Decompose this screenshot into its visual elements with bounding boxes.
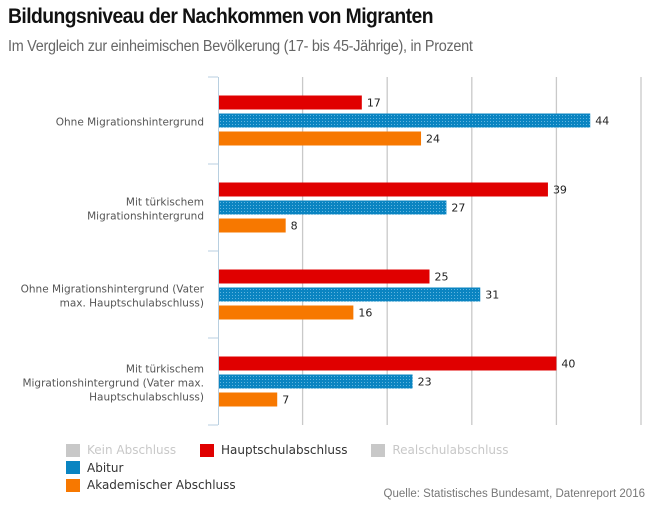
bar-hauptschulabschluss[interactable]: [219, 182, 548, 197]
legend-swatch: [199, 443, 214, 457]
category-label-line: max. Hauptschulabschluss): [60, 298, 204, 310]
legend-label: Hauptschulabschluss: [220, 443, 348, 457]
legend-item-realschulabschluss[interactable]: Realschulabschluss: [371, 442, 509, 458]
bar-abitur[interactable]: [219, 287, 481, 302]
category-axis: [208, 76, 219, 426]
value-label: 17: [367, 97, 381, 110]
category-label-line: Ohne Migrationshintergrund (Vater: [21, 284, 205, 296]
source-note: Quelle: Statistisches Bundesamt, Datenre…: [383, 488, 645, 500]
chart-title: Bildungsniveau der Nachkommen von Migran…: [8, 5, 434, 28]
value-label: 8: [291, 220, 298, 233]
value-label: 27: [451, 202, 465, 215]
bar-hauptschulabschluss[interactable]: [219, 356, 557, 371]
legend-label: Kein Abschluss: [87, 443, 177, 457]
category-label-line: Mit türkischem: [126, 364, 204, 376]
legend-item-akademischer-abschluss[interactable]: Akademischer Abschluss: [66, 477, 236, 493]
category-label: Ohne Migrationshintergrund (Vater max. Ha…: [21, 284, 205, 310]
gridlines: [301, 77, 642, 425]
value-label: 40: [561, 358, 575, 371]
legend-swatch: [371, 443, 386, 457]
value-label: 31: [485, 289, 499, 302]
legend-label: Realschulabschluss: [392, 443, 509, 457]
value-label: 44: [595, 115, 609, 128]
bar-abitur[interactable]: [219, 200, 447, 215]
value-label: 39: [553, 184, 567, 197]
legend: Kein Abschluss Hauptschulabschluss Reals…: [66, 442, 586, 495]
legend-swatch: [66, 478, 80, 492]
bar-abitur[interactable]: [219, 113, 591, 128]
category-labels: Ohne Migrationshintergrund Mit türkischem…: [21, 117, 205, 404]
value-label: 25: [435, 271, 449, 284]
category-label-line: Ohne Migrationshintergrund: [56, 117, 204, 129]
bars: [219, 95, 591, 407]
category-label: Ohne Migrationshintergrund: [56, 117, 204, 129]
legend-item-abitur[interactable]: Abitur: [66, 460, 123, 476]
chart-subtitle: Im Vergleich zur einheimischen Bevölkeru…: [8, 38, 473, 55]
legend-label: Abitur: [87, 460, 124, 475]
value-label: 16: [358, 307, 372, 320]
category-label: Mit türkischem Migrationshintergrund: [87, 197, 204, 223]
legend-label: Akademischer Abschluss: [87, 478, 236, 492]
value-label: 24: [426, 133, 440, 146]
bar-chart: Ohne Migrationshintergrund Mit türkischem…: [21, 76, 642, 426]
bar-hauptschulabschluss[interactable]: [219, 269, 430, 284]
bar-akademischer-abschluss[interactable]: [219, 305, 354, 320]
category-label-line: Migrationshintergrund: [87, 211, 204, 223]
category-label-line: Mit türkischem: [126, 197, 204, 209]
bar-hauptschulabschluss[interactable]: [219, 95, 362, 110]
bar-akademischer-abschluss[interactable]: [219, 392, 278, 407]
value-labels: 17 39 25 40 44 27 31 23 24 8 16 7: [282, 97, 609, 407]
value-label: 7: [282, 394, 289, 407]
legend-swatch: [66, 461, 80, 474]
category-label: Mit türkischem Migrationshintergrund (Vat…: [22, 364, 204, 404]
category-label-line: Hauptschulabschluss): [89, 392, 204, 404]
legend-item-kein-abschluss[interactable]: Kein Abschluss: [66, 442, 176, 458]
bar-akademischer-abschluss[interactable]: [219, 218, 286, 233]
legend-swatch: [66, 443, 80, 457]
bar-akademischer-abschluss[interactable]: [219, 131, 422, 146]
value-label: 23: [418, 376, 432, 389]
bar-abitur[interactable]: [219, 374, 413, 389]
legend-item-hauptschulabschluss[interactable]: Hauptschulabschluss: [199, 442, 348, 458]
category-label-line: Migrationshintergrund (Vater max.: [22, 378, 204, 390]
